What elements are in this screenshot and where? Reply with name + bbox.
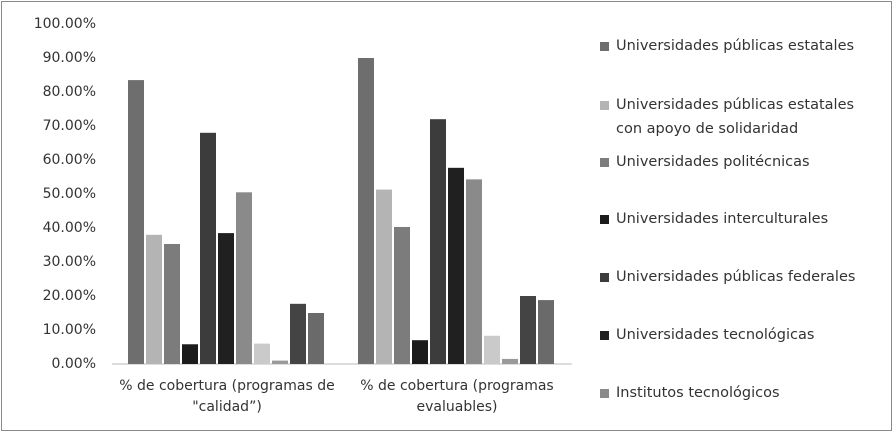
legend-label: Universidades tecnológicas (616, 327, 815, 343)
bar (358, 58, 374, 364)
legend-label: Universidades públicas federales (616, 269, 856, 285)
legend-swatch (600, 158, 609, 167)
bar (484, 335, 500, 364)
y-tick-label: 10.00% (43, 322, 96, 338)
legend-label: Universidades politécnicas (616, 154, 810, 170)
bar (448, 167, 464, 364)
bar (538, 300, 554, 364)
legend-entry: Institutos tecnológicos (600, 381, 868, 405)
bar (308, 313, 324, 364)
bar (466, 179, 482, 364)
bar (290, 303, 306, 364)
bar (376, 189, 392, 364)
bar (272, 360, 288, 364)
bar (394, 226, 410, 364)
legend-swatch (600, 101, 609, 110)
legend-entry: Universidades interculturales (600, 207, 868, 231)
bar (520, 296, 536, 364)
legend-swatch (600, 273, 609, 282)
bar (218, 233, 234, 364)
y-tick-label: 60.00% (43, 152, 96, 168)
bar (236, 192, 252, 364)
legend-swatch (600, 389, 609, 398)
y-tick-label: 100.00% (34, 16, 96, 32)
y-tick-label: 0.00% (52, 356, 96, 372)
y-tick-label: 50.00% (43, 186, 96, 202)
bar (200, 132, 216, 364)
legend-swatch (600, 215, 609, 224)
bar (182, 344, 198, 364)
legend-entry: Universidades públicas estatales (600, 34, 868, 58)
legend-entry: Universidades públicas estatales con apo… (600, 93, 868, 141)
bar (430, 119, 446, 364)
legend-entry: Universidades tecnológicas (600, 323, 868, 347)
legend-label: Universidades públicas estatales (616, 38, 855, 54)
legend-entry: Universidades públicas federales (600, 265, 868, 289)
legend-label: Universidades interculturales (616, 211, 829, 227)
y-tick-label: 90.00% (43, 50, 96, 66)
bar (164, 243, 180, 364)
legend-swatch (600, 42, 609, 51)
bar (146, 234, 162, 364)
bar (128, 80, 144, 364)
legend-swatch (600, 331, 609, 340)
y-tick-label: 30.00% (43, 254, 96, 270)
x-tick-label: % de cobertura (programas de "calidad”) (119, 378, 335, 415)
legend-label: Institutos tecnológicos (616, 385, 780, 401)
y-tick-label: 20.00% (43, 288, 96, 304)
bar (412, 340, 428, 364)
y-tick-label: 70.00% (43, 118, 96, 134)
y-tick-label: 40.00% (43, 220, 96, 236)
bar (254, 343, 270, 364)
x-tick-label: % de cobertura (programas evaluables) (360, 378, 554, 415)
y-tick-label: 80.00% (43, 84, 96, 100)
bar (502, 358, 518, 364)
legend-entry: Universidades politécnicas (600, 150, 868, 174)
legend-label: Universidades públicas estatales con apo… (616, 97, 855, 137)
